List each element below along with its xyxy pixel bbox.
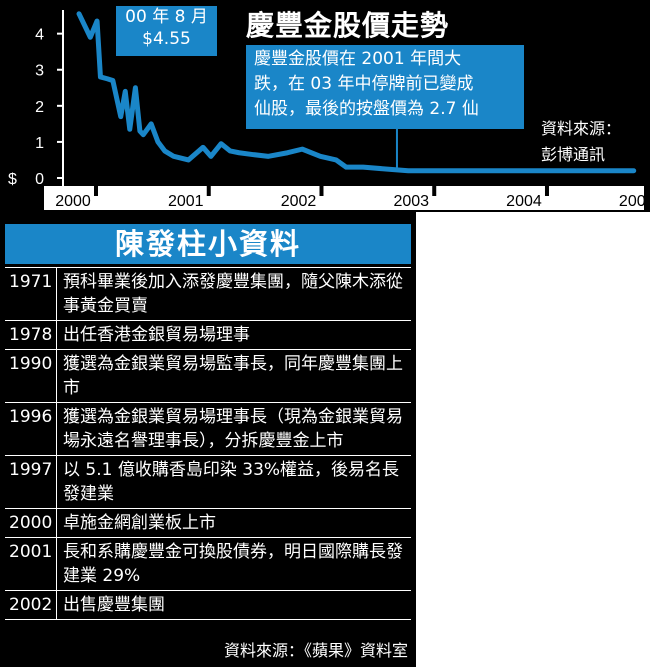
chart-source: 資料來源： 彭博通訊 [541,116,621,168]
peak-callout-date: 00 年 8 月 [125,7,208,27]
y-tick-label: 4 [35,27,44,44]
chart-svg: 0 1 2 3 4 $2000 2001 2002 2003 2004 2005 [8,10,650,210]
bio-row: 1978 出任香港金銀貿易場理事 [5,321,411,350]
x-axis-band [44,186,644,210]
bio-year: 2002 [5,591,57,619]
bio-row: 1997 以 5.1 億收購香島印染 33%權益，後易名長發建業 [5,456,411,509]
x-tick [319,186,324,196]
bio-row: 1990 獲選為金銀業貿易場監事長，同年慶豐集團上市 [5,350,411,403]
bio-year: 1971 [5,268,57,320]
info-box-line: 仙股，最後的按盤價為 2.7 仙 [254,99,479,119]
bio-table: 1971 預科畢業後加入添發慶豐集團，隨父陳木添從事黃金買賣 1978 出任香港金銀貿… [5,267,411,620]
chart-title: 慶豐金股價走勢 [246,9,450,42]
x-tick-label: 2003 [393,193,429,210]
x-tick-label: 2005 [619,193,650,210]
info-box: 慶豐金股價在 2001 年間大 跌，在 03 年中停牌前已變成 仙股，最後的按盤… [246,45,524,129]
bio-row: 1996 獲選為金銀業貿易場理事長（現為金銀業貿易場永遠名譽理事長），分拆慶豐金上… [5,403,411,456]
x-tick-label: 2002 [281,193,317,210]
bio-text: 出售慶豐集團 [63,595,165,615]
bio-text: 預科畢業後加入添發慶豐集團，隨父陳木添從事黃金買賣 [63,272,403,316]
bio-year: 1990 [5,350,57,402]
bio-text: 獲選為金銀業貿易場理事長（現為金銀業貿易場永遠名譽理事長），分拆慶豐金上市 [63,407,403,451]
bio-year: 2000 [5,509,57,537]
x-tick [432,186,437,196]
chart-source-line: 彭博通訊 [541,145,606,164]
bio-panel: 陳發柱小資料 1971 預科畢業後加入添發慶豐集團，隨父陳木添從事黃金買賣 1978… [0,212,416,667]
peak-callout: 00 年 8 月 $4.55 [116,6,217,56]
bio-source: 資料來源：《蘋果》資料室 [223,641,408,660]
price-line [76,11,637,174]
bio-text: 以 5.1 億收購香島印染 33%權益，後易名長發建業 [63,460,400,504]
y-tick-label: 1 [35,135,44,152]
y-tick-label: 0 [35,171,44,188]
y-tick-label: 3 [35,63,44,80]
bio-row: 2000 卓施金網創業板上市 [5,509,411,538]
bio-year: 1997 [5,456,57,508]
peak-callout-value: $4.55 [142,29,191,49]
bio-year: 1996 [5,403,57,455]
bio-row: 2001 長和系購慶豐金可換股債券，明日國際購長發建業 29% [5,538,411,591]
x-tick [206,186,211,196]
bio-year: 2001 [5,538,57,590]
bio-year: 1978 [5,321,57,349]
y-tick-label: 2 [35,99,44,116]
chart-source-line: 資料來源： [541,119,622,138]
x-tick-label: 2001 [168,193,204,210]
bio-text: 出任香港金銀貿易場理事 [63,325,250,345]
x-tick-label: 2004 [506,193,542,210]
bio-text: 長和系購慶豐金可換股債券，明日國際購長發建業 29% [63,542,403,586]
stock-chart: 0 1 2 3 4 $2000 2001 2002 2003 2004 2005 慶豐金股價走勢 0… [0,0,650,212]
bio-text: 獲選為金銀業貿易場監事長，同年慶豐集團上市 [63,354,403,398]
y-unit-label: $ [8,171,17,188]
x-tick [544,186,549,196]
bio-title: 陳發柱小資料 [5,224,411,264]
x-tick [94,186,98,196]
bio-row: 2002 出售慶豐集團 [5,591,411,620]
bio-row: 1971 預科畢業後加入添發慶豐集團，隨父陳木添從事黃金買賣 [5,267,411,321]
x-tick-label: 2000 [55,193,91,210]
info-box-line: 跌，在 03 年中停牌前已變成 [254,74,474,94]
info-box-line: 慶豐金股價在 2001 年間大 [254,49,462,69]
bio-text: 卓施金網創業板上市 [63,513,216,533]
